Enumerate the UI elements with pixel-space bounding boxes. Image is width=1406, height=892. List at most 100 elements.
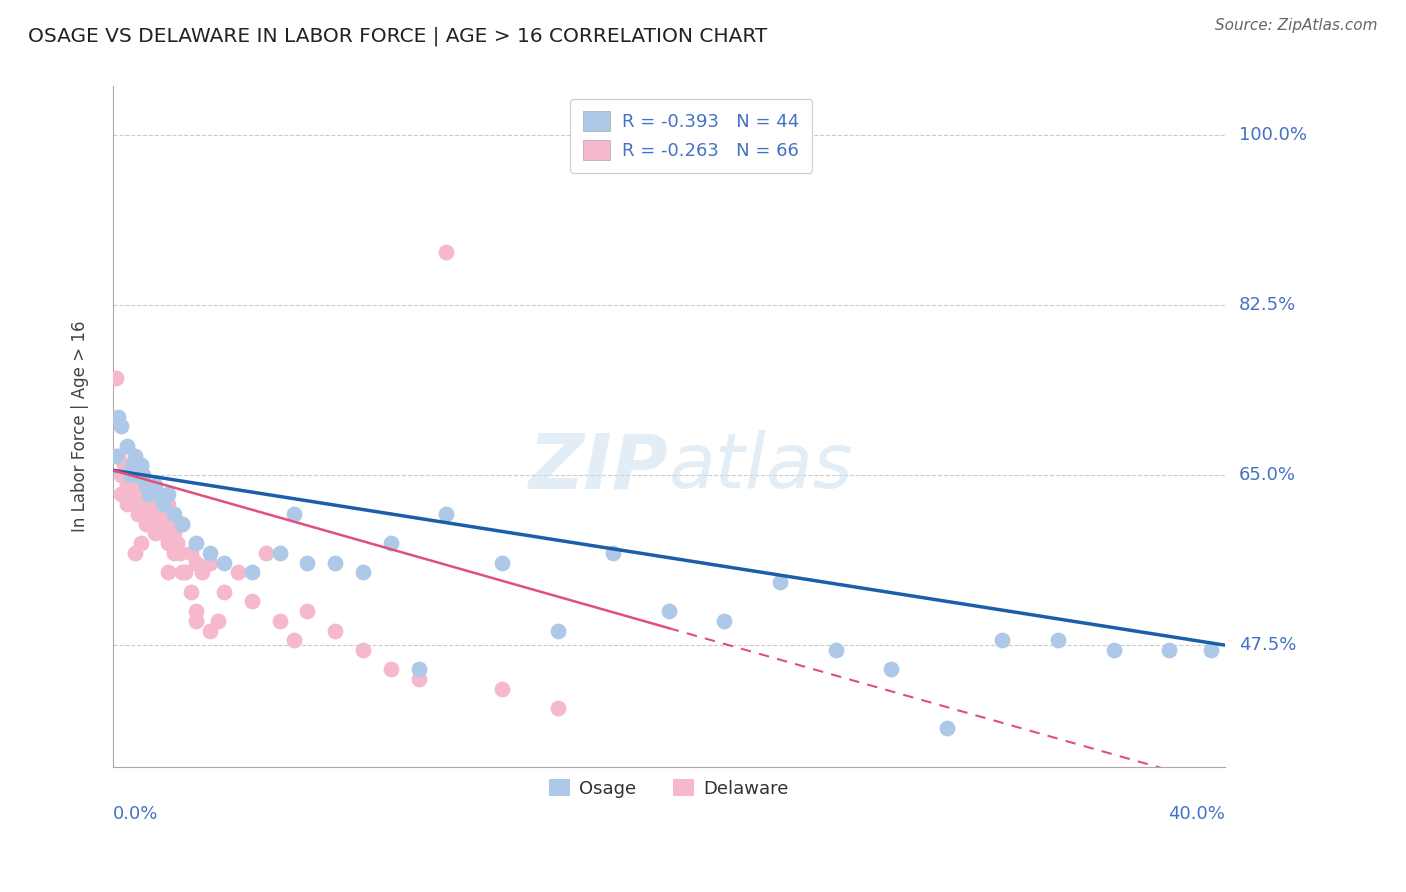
Point xyxy=(1046,633,1069,648)
Point xyxy=(212,556,235,570)
Text: 100.0%: 100.0% xyxy=(1239,126,1306,144)
Point xyxy=(191,566,214,580)
Point xyxy=(129,458,152,473)
Point xyxy=(991,633,1014,648)
Point xyxy=(174,566,197,580)
Point xyxy=(115,477,138,491)
Point xyxy=(380,662,402,676)
Point xyxy=(163,526,186,541)
Point xyxy=(143,516,166,531)
Point xyxy=(491,681,513,696)
Point xyxy=(110,487,132,501)
Point xyxy=(124,477,146,491)
Point xyxy=(157,536,180,550)
Point xyxy=(491,556,513,570)
Point xyxy=(769,574,792,589)
Point xyxy=(129,497,152,511)
Point xyxy=(115,439,138,453)
Legend: Osage, Delaware: Osage, Delaware xyxy=(541,772,796,805)
Point xyxy=(121,468,143,483)
Point xyxy=(143,526,166,541)
Point xyxy=(157,487,180,501)
Point xyxy=(297,604,319,618)
Point xyxy=(408,662,430,676)
Point xyxy=(143,477,166,491)
Point xyxy=(138,487,160,501)
Text: OSAGE VS DELAWARE IN LABOR FORCE | AGE > 16 CORRELATION CHART: OSAGE VS DELAWARE IN LABOR FORCE | AGE >… xyxy=(28,27,768,46)
Point xyxy=(146,507,169,521)
Point xyxy=(240,566,263,580)
Point xyxy=(163,546,186,560)
Point xyxy=(408,672,430,686)
Point xyxy=(143,487,166,501)
Text: 65.0%: 65.0% xyxy=(1239,466,1296,484)
Point xyxy=(1199,643,1222,657)
Point xyxy=(547,701,569,715)
Point xyxy=(1159,643,1181,657)
Text: atlas: atlas xyxy=(669,430,853,504)
Point xyxy=(198,624,221,638)
Point xyxy=(186,556,208,570)
Point xyxy=(132,468,155,483)
Point xyxy=(163,507,186,521)
Point xyxy=(824,643,846,657)
Point xyxy=(226,566,249,580)
Point xyxy=(129,458,152,473)
Point xyxy=(602,546,624,560)
Point xyxy=(157,497,180,511)
Point xyxy=(198,556,221,570)
Point xyxy=(115,497,138,511)
Point xyxy=(107,449,129,463)
Point xyxy=(172,516,194,531)
Point xyxy=(880,662,903,676)
Point xyxy=(935,721,957,735)
Point xyxy=(172,566,194,580)
Text: 40.0%: 40.0% xyxy=(1168,805,1225,823)
Point xyxy=(124,497,146,511)
Point xyxy=(1102,643,1125,657)
Point xyxy=(135,477,157,491)
Point xyxy=(104,449,127,463)
Point xyxy=(141,497,163,511)
Point xyxy=(166,536,188,550)
Point xyxy=(240,594,263,608)
Point xyxy=(146,516,169,531)
Point xyxy=(118,468,141,483)
Text: Source: ZipAtlas.com: Source: ZipAtlas.com xyxy=(1215,18,1378,33)
Point xyxy=(169,546,191,560)
Point xyxy=(104,371,127,385)
Point xyxy=(152,497,174,511)
Point xyxy=(146,487,169,501)
Point xyxy=(110,419,132,434)
Text: ZIP: ZIP xyxy=(529,430,669,504)
Point xyxy=(124,546,146,560)
Point xyxy=(127,468,149,483)
Point xyxy=(157,566,180,580)
Point xyxy=(121,458,143,473)
Point xyxy=(112,458,135,473)
Text: 0.0%: 0.0% xyxy=(112,805,159,823)
Point xyxy=(352,566,374,580)
Point xyxy=(118,487,141,501)
Point xyxy=(149,497,172,511)
Point xyxy=(547,624,569,638)
Point xyxy=(127,487,149,501)
Point xyxy=(135,477,157,491)
Point xyxy=(269,614,291,628)
Point xyxy=(180,584,202,599)
Point xyxy=(283,507,305,521)
Point xyxy=(186,536,208,550)
Point xyxy=(323,556,346,570)
Point xyxy=(129,536,152,550)
Point xyxy=(110,468,132,483)
Point xyxy=(180,546,202,560)
Point xyxy=(118,458,141,473)
Point xyxy=(152,526,174,541)
Point xyxy=(198,546,221,560)
Point xyxy=(172,516,194,531)
Point xyxy=(207,614,229,628)
Point xyxy=(127,507,149,521)
Point xyxy=(254,546,277,560)
Point xyxy=(152,516,174,531)
Point xyxy=(352,643,374,657)
